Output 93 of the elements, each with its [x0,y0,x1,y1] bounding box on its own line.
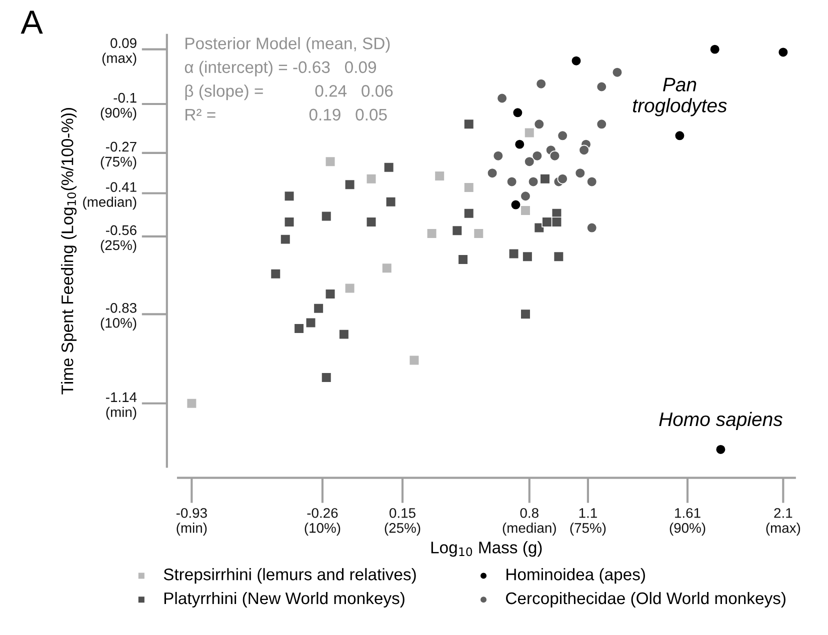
point [464,182,474,193]
point [324,288,336,300]
x-tick-label: 0.8 (median) [502,508,556,536]
point [534,118,544,130]
point [464,118,474,130]
point [321,210,332,222]
point [280,234,291,245]
point [458,254,468,265]
point [574,168,586,178]
point [426,228,438,239]
y-axis-title: Time Spent Feeding (Log$_{10}$(%/100-%)) [61,108,77,394]
annotation: Posterior Model (mean, SD) [186,37,390,53]
point [464,208,474,219]
annotation: Pan troglodytes [633,78,727,116]
y-tick-label: -0.27 (75%) [100,142,136,170]
y-tick-label: -0.83 (10%) [100,303,136,331]
x-tick-label: 1.1 (75%) [570,508,606,536]
point [540,174,550,184]
point [514,138,525,150]
point [384,162,394,173]
point [551,216,562,228]
point [524,156,535,167]
point [570,56,582,66]
point [294,323,304,334]
point [715,444,726,455]
point [596,118,607,130]
point [596,81,607,92]
point [324,156,336,167]
point [553,251,564,262]
point [520,205,531,216]
point [284,216,295,228]
y-tick-label: 0.09 (max) [102,38,136,66]
point [385,196,396,208]
point [532,150,543,162]
point [710,44,720,55]
point [512,107,524,118]
point [270,268,281,280]
point [524,127,535,138]
point [778,46,788,58]
annotation: Homo sapiens [659,412,782,430]
point [578,144,590,156]
point [522,251,533,262]
point [586,176,598,188]
y-tick-label: -0.1 (90%) [100,92,136,120]
x-tick-label: -0.93 (min) [176,508,207,536]
annotation: R² = 0.19 0.05 [186,108,387,121]
point [557,174,568,184]
point [486,168,498,178]
x-axis-title: Log$_{10}$ Mass (g) [431,541,542,557]
point [510,199,522,210]
x-tick-label: -0.26 (10%) [304,508,340,536]
annotation: β (slope) = 0.24 0.06 [185,84,393,100]
point [542,216,552,228]
point [382,262,392,274]
point [344,282,356,294]
y-tick-label: -0.41 (median) [83,182,136,210]
point [321,372,332,383]
text: A [20,10,43,34]
legend-label: Hominoidea (apes) [506,568,645,584]
point [434,170,445,182]
point [452,225,462,236]
y-tick-label: -1.14 (min) [106,392,137,420]
point [496,92,508,104]
point [305,317,316,328]
point [549,150,560,162]
x-tick-label: 2.1 (max) [766,508,800,536]
point [508,248,520,260]
point [408,354,420,366]
point [366,216,377,228]
point [520,308,531,320]
point [473,228,484,239]
point [557,130,568,142]
point [612,67,623,78]
x-tick-label: 0.15 (25%) [384,508,420,536]
legend-label: Platyrrhini (New World monkeys) [164,592,404,608]
point [344,179,356,190]
point [313,303,324,314]
y-tick-label: -0.56 (25%) [100,225,136,253]
legend-label: Strepsirrhini (lemurs and relatives) [164,568,416,584]
point [586,222,598,234]
point [528,176,539,188]
legend-label: Cercopithecidae (Old World monkeys) [506,592,786,608]
point [338,328,350,340]
point [536,78,546,90]
point [520,190,531,202]
point [674,130,686,142]
point [366,174,377,184]
x-tick-label: 1.61 (90%) [670,508,706,536]
annotation: α (intercept) = -0.63 0.09 [184,60,376,76]
point [284,190,295,202]
point [506,176,518,188]
point [186,398,198,409]
point [492,150,504,162]
